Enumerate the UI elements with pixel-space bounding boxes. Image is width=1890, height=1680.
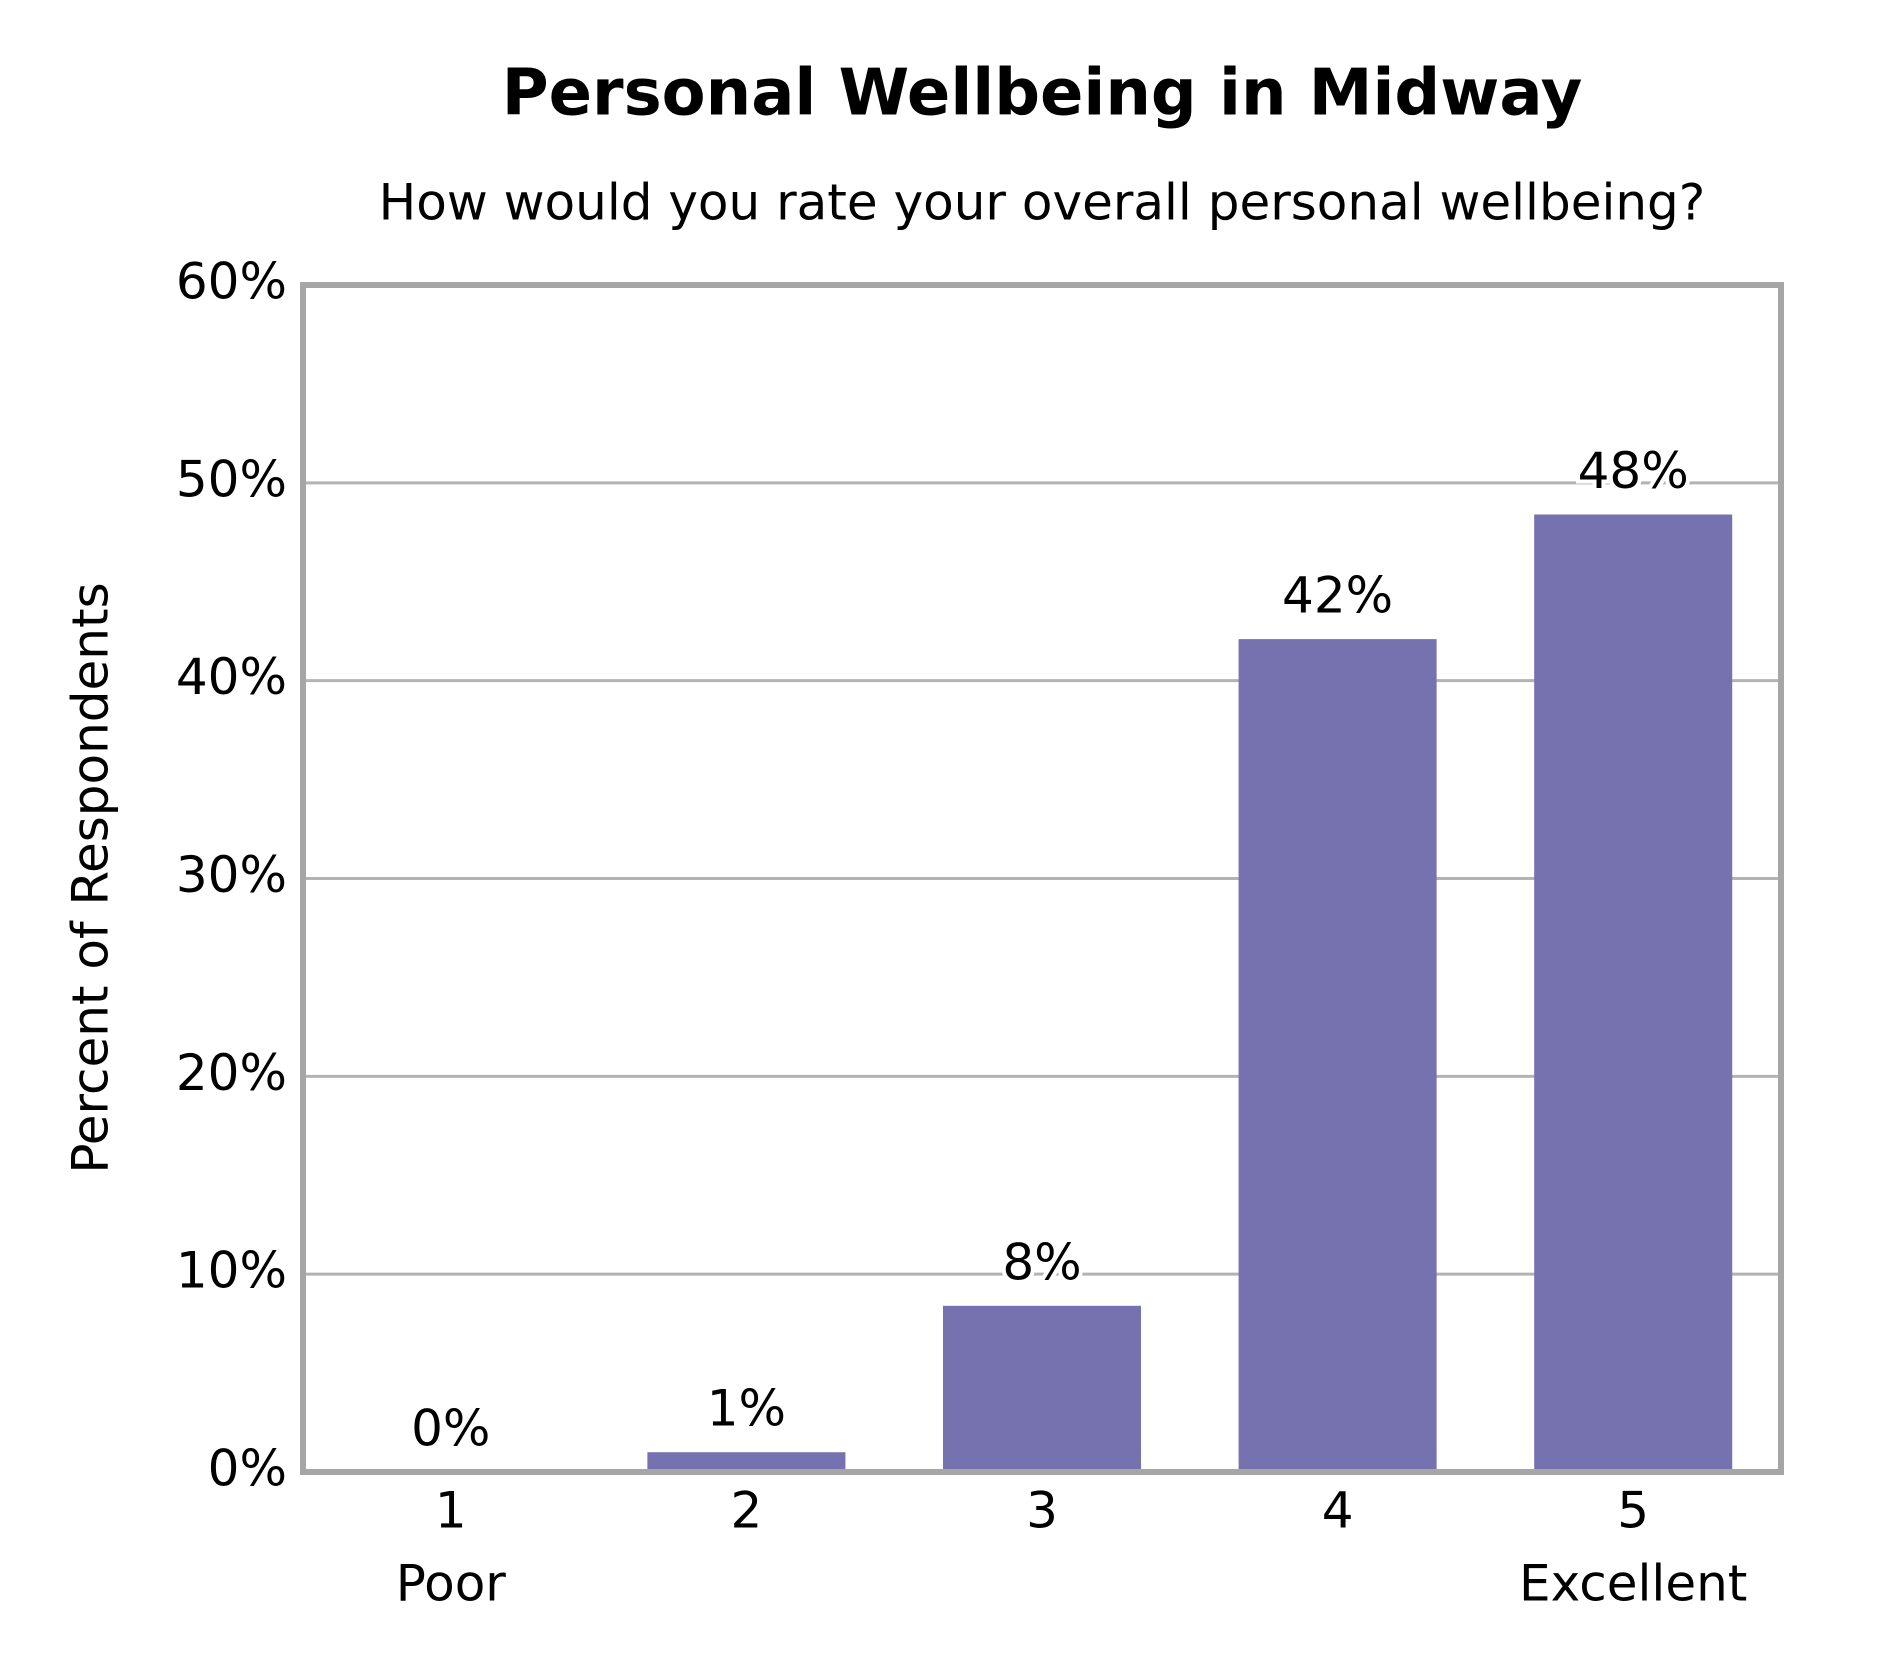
y-tick-label: 0%	[208, 1440, 287, 1498]
y-tick-label: 50%	[176, 450, 287, 508]
y-tick-label: 30%	[176, 846, 287, 904]
x-tick-label: 2	[730, 1482, 762, 1540]
y-axis-label: Percent of Respondents	[62, 582, 120, 1173]
y-tick-label: 20%	[176, 1044, 287, 1102]
y-tick-label: 40%	[176, 648, 287, 706]
data-label: 8%	[1002, 1233, 1081, 1291]
x-tick-label: 5	[1617, 1482, 1649, 1540]
chart-title: Personal Wellbeing in Midway	[502, 57, 1583, 131]
data-label: 0%	[411, 1400, 490, 1458]
bar	[1534, 514, 1733, 1472]
x-tick-label: 1	[435, 1482, 467, 1540]
bar	[1238, 639, 1437, 1472]
data-label: 1%	[707, 1380, 786, 1438]
data-label: 48%	[1578, 442, 1689, 500]
bar	[942, 1305, 1142, 1472]
data-label: 42%	[1282, 567, 1393, 625]
x-tick-sublabel: Poor	[396, 1555, 507, 1613]
bar	[647, 1452, 846, 1472]
x-tick-sublabel: Excellent	[1519, 1555, 1747, 1613]
chart-subtitle: How would you rate your overall personal…	[379, 174, 1706, 232]
y-tick-label: 10%	[176, 1242, 287, 1300]
x-tick-label: 4	[1322, 1482, 1354, 1540]
y-tick-label: 60%	[176, 253, 287, 311]
x-tick-label: 3	[1026, 1482, 1058, 1540]
